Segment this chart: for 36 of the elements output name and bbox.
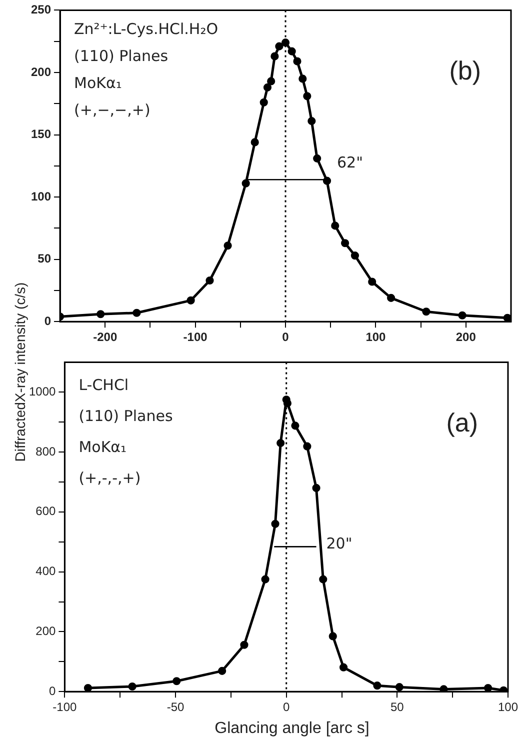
annotation: (+,−,−,+) — [74, 101, 150, 120]
annotation: Zn²⁺:L-Cys.HCl.H₂O — [74, 20, 218, 38]
x-tick-label: 100 — [366, 330, 386, 344]
y-tick-label: 200 — [30, 64, 52, 79]
y-tick-label: 400 — [36, 564, 56, 578]
x-tick-label: -200 — [93, 330, 118, 344]
y-tick-label: 1000 — [28, 384, 56, 398]
x-axis-title: Glancing angle [arc s] — [214, 720, 370, 738]
y-axis-title: DiffractedX-ray intensity (c/s) — [12, 282, 28, 462]
y-tick-label: 50 — [38, 252, 52, 266]
y-tick-label: 250 — [30, 2, 52, 17]
annotation: L-CHCl — [78, 376, 129, 394]
y-tick-label: 0 — [44, 314, 52, 328]
x-tick-label: -100 — [183, 330, 208, 344]
x-tick-label: -100 — [52, 700, 78, 714]
x-tick-label: 200 — [456, 330, 476, 344]
x-tick-label: -50 — [166, 700, 185, 714]
annotation: MoKα₁ — [78, 438, 127, 456]
x-tick-label: 0 — [283, 700, 290, 714]
text: (a) — [446, 407, 478, 438]
annotation: MoKα₁ — [74, 74, 122, 92]
annotation: 20" — [326, 534, 352, 553]
x-tick-label: 50 — [390, 700, 404, 714]
y-tick-label: 800 — [36, 444, 56, 458]
annotation: (110) Planes — [74, 47, 168, 66]
y-tick-label: 200 — [36, 624, 56, 638]
y-tick-label: 0 — [49, 684, 56, 698]
annotation: 62" — [337, 153, 363, 172]
text: (b) — [449, 55, 481, 86]
x-tick-label: 100 — [498, 700, 518, 714]
y-tick-label: 600 — [36, 504, 56, 518]
x-tick-label: 0 — [282, 330, 290, 344]
y-tick-label: 150 — [30, 127, 52, 142]
annotation: (+,-,-,+) — [78, 469, 141, 488]
annotation: (110) Planes — [78, 407, 173, 426]
y-tick-label: 100 — [30, 189, 52, 204]
